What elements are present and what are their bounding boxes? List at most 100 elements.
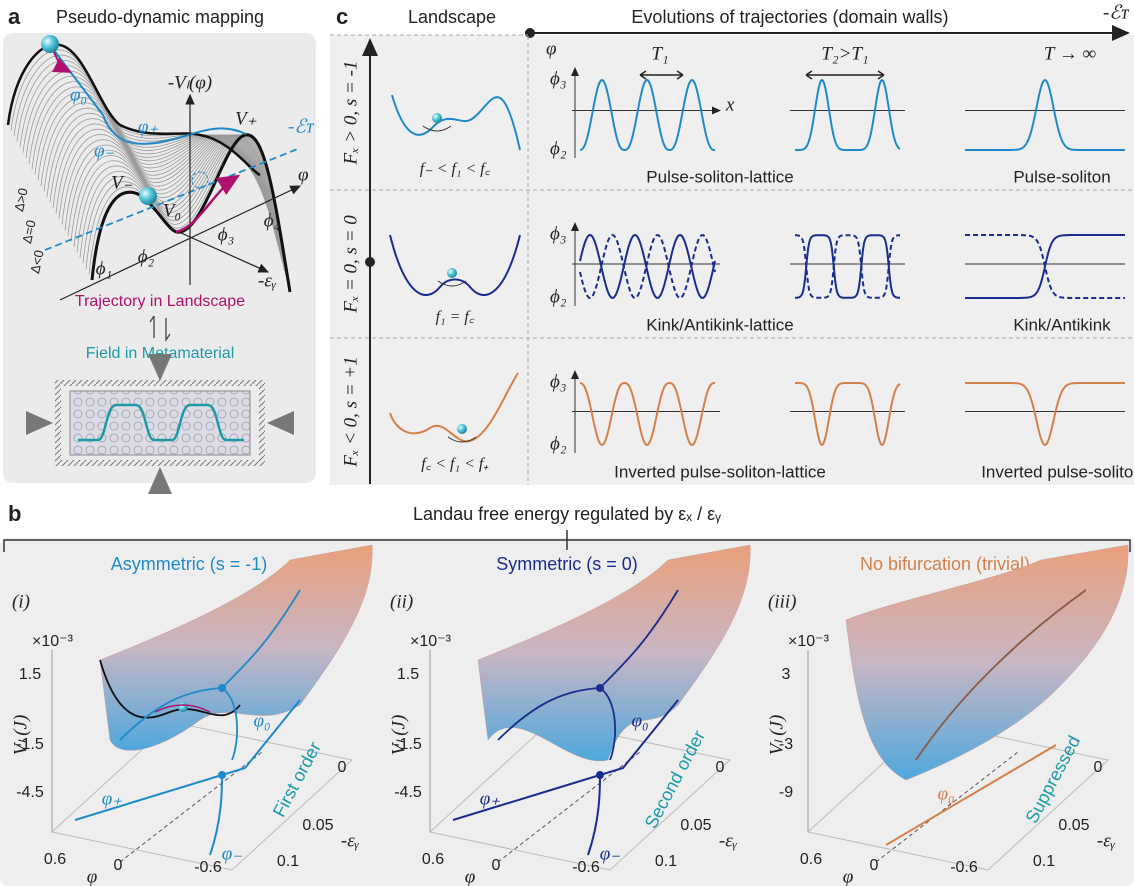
branch-label: φ₋ [600, 843, 621, 864]
evolution-rows: Fₓ > 0, s = -1 f₋ < f₁ < f꜀ ϕ₃ ϕ₂ Pulse-soli… [340, 61, 1134, 482]
pattern-caption: Pulse-soliton [1013, 167, 1110, 186]
subpanel-title: No bifurcation (trivial) [860, 554, 1030, 574]
panel-label: b [8, 501, 21, 526]
phi-axis-label: φ [843, 866, 854, 886]
ghost-ball [191, 171, 209, 189]
panel-label: a [8, 4, 21, 29]
period-arrow [639, 70, 885, 80]
mesh-line [76, 134, 285, 272]
pattern-caption: Inverted pulse-soliton [981, 462, 1134, 481]
domain-wall [795, 382, 901, 447]
mesh-line [55, 128, 278, 242]
mesh-line [58, 134, 279, 247]
row-condition: Fₓ = 0, s = 0 [340, 215, 361, 314]
domain-wall [795, 234, 900, 299]
mesh-line [61, 134, 280, 251]
mesh-line [40, 102, 273, 222]
mesh-line [31, 86, 269, 209]
ball [178, 702, 188, 712]
y-tick-label: 3 [782, 666, 791, 683]
metamaterial [69, 390, 251, 456]
scale-label: ×10⁻³ [32, 633, 74, 650]
period-label: T₁ [651, 43, 668, 64]
branch-label: φ₀ [937, 783, 954, 804]
y-tick-label: -9 [779, 784, 793, 801]
domain-wall [579, 233, 716, 299]
period-label: T → ∞ [1044, 43, 1096, 64]
phi-tick-label: 0 [114, 857, 123, 874]
equilibrium-arrows [149, 315, 171, 343]
phi-tick-label: 0.6 [422, 851, 444, 868]
root-label: ϕ₃ [218, 224, 234, 245]
delta-label: Δ=0 [19, 219, 39, 245]
axis-label: -εᵧ [258, 270, 277, 291]
floor [50, 721, 354, 871]
mesh-line [37, 97, 272, 217]
oscillation-arrow [154, 704, 211, 713]
column-header: Landscape [408, 7, 496, 27]
y-axis-label: Vₗ (J) [10, 715, 31, 756]
oscillation-arrow [422, 125, 452, 132]
mesh-line [52, 123, 277, 238]
strain-tick-label: 0.05 [302, 817, 333, 834]
delta-label: Δ>0 [11, 187, 31, 213]
oscillation-arrow [447, 436, 477, 443]
domain-wall [965, 78, 1125, 151]
field-profile [78, 403, 244, 442]
trajectory-arrow [52, 51, 72, 73]
axis-label: x [725, 94, 735, 115]
y-tick-label: -4.5 [16, 784, 44, 801]
back-curve [6, 43, 261, 177]
axis-label: ϕ₂ [550, 286, 567, 307]
branch-label: φ₋ [94, 140, 115, 161]
period-label: T₂>T₁ [821, 43, 868, 64]
energy-surface [845, 544, 1129, 781]
strain-tick-label: 0.1 [1033, 853, 1055, 870]
oscillation-arrow [437, 280, 467, 287]
domain-wall [965, 382, 1125, 447]
landscape-condition: f꜀ < f₁ < f₊ [421, 456, 489, 473]
panel-label: c [336, 4, 348, 29]
point-label: V₊ [235, 108, 257, 129]
axis-label: -ℰᴛ [1103, 2, 1130, 23]
trajectory-arrow [175, 174, 241, 234]
landscape-mesh [10, 49, 290, 288]
root-label: ϕ₁ [96, 258, 112, 279]
branch-label: φ₋ [222, 843, 243, 864]
axis-origin [365, 257, 375, 267]
axis-label: ϕ₃ [550, 68, 566, 89]
energy-level-line [44, 147, 301, 251]
y-tick-label: -4.5 [394, 784, 422, 801]
domain-wall [579, 382, 715, 447]
subpanel-title: Symmetric (s = 0) [496, 554, 638, 574]
energy-curve [49, 44, 247, 145]
phi-tick-label: -0.6 [572, 859, 600, 876]
phi-tick-label: 0.6 [44, 851, 66, 868]
y-tick-label: 1.5 [19, 666, 41, 683]
column-header: Evolutions of trajectories (domain walls… [631, 7, 948, 27]
subpanels: Asymmetric (s = -1) (i) ×10⁻³ 1.5 -1.5 -4.5 Vₗ… [10, 544, 1129, 886]
energy-surface [99, 544, 373, 751]
axis-label: ϕ₃ [550, 223, 566, 244]
strain-tick-label: 0.1 [277, 853, 299, 870]
y-tick-label: -3 [779, 736, 793, 753]
subpanel-title: Asymmetric (s = -1) [111, 554, 268, 574]
ball [457, 424, 467, 434]
axis-label: -Vₗ(φ) [168, 72, 212, 93]
mesh-line [67, 134, 282, 259]
clamp [55, 380, 265, 386]
domain-wall [965, 234, 1125, 299]
phi-axis-label: φ [465, 866, 476, 886]
floor-branch [885, 744, 1057, 846]
strain-tick-label: 0.05 [1058, 817, 1089, 834]
axis-label: ϕ₂ [550, 138, 567, 159]
scale-label: ×10⁻³ [788, 633, 830, 650]
branch-label: φ₀ [631, 710, 648, 731]
delta-label: Δ<0 [27, 249, 47, 275]
caption: Field in Metamaterial [86, 345, 235, 362]
landscape-curve [389, 372, 519, 443]
axis-origin [525, 28, 535, 38]
phi-tick-label: 0 [870, 857, 879, 874]
